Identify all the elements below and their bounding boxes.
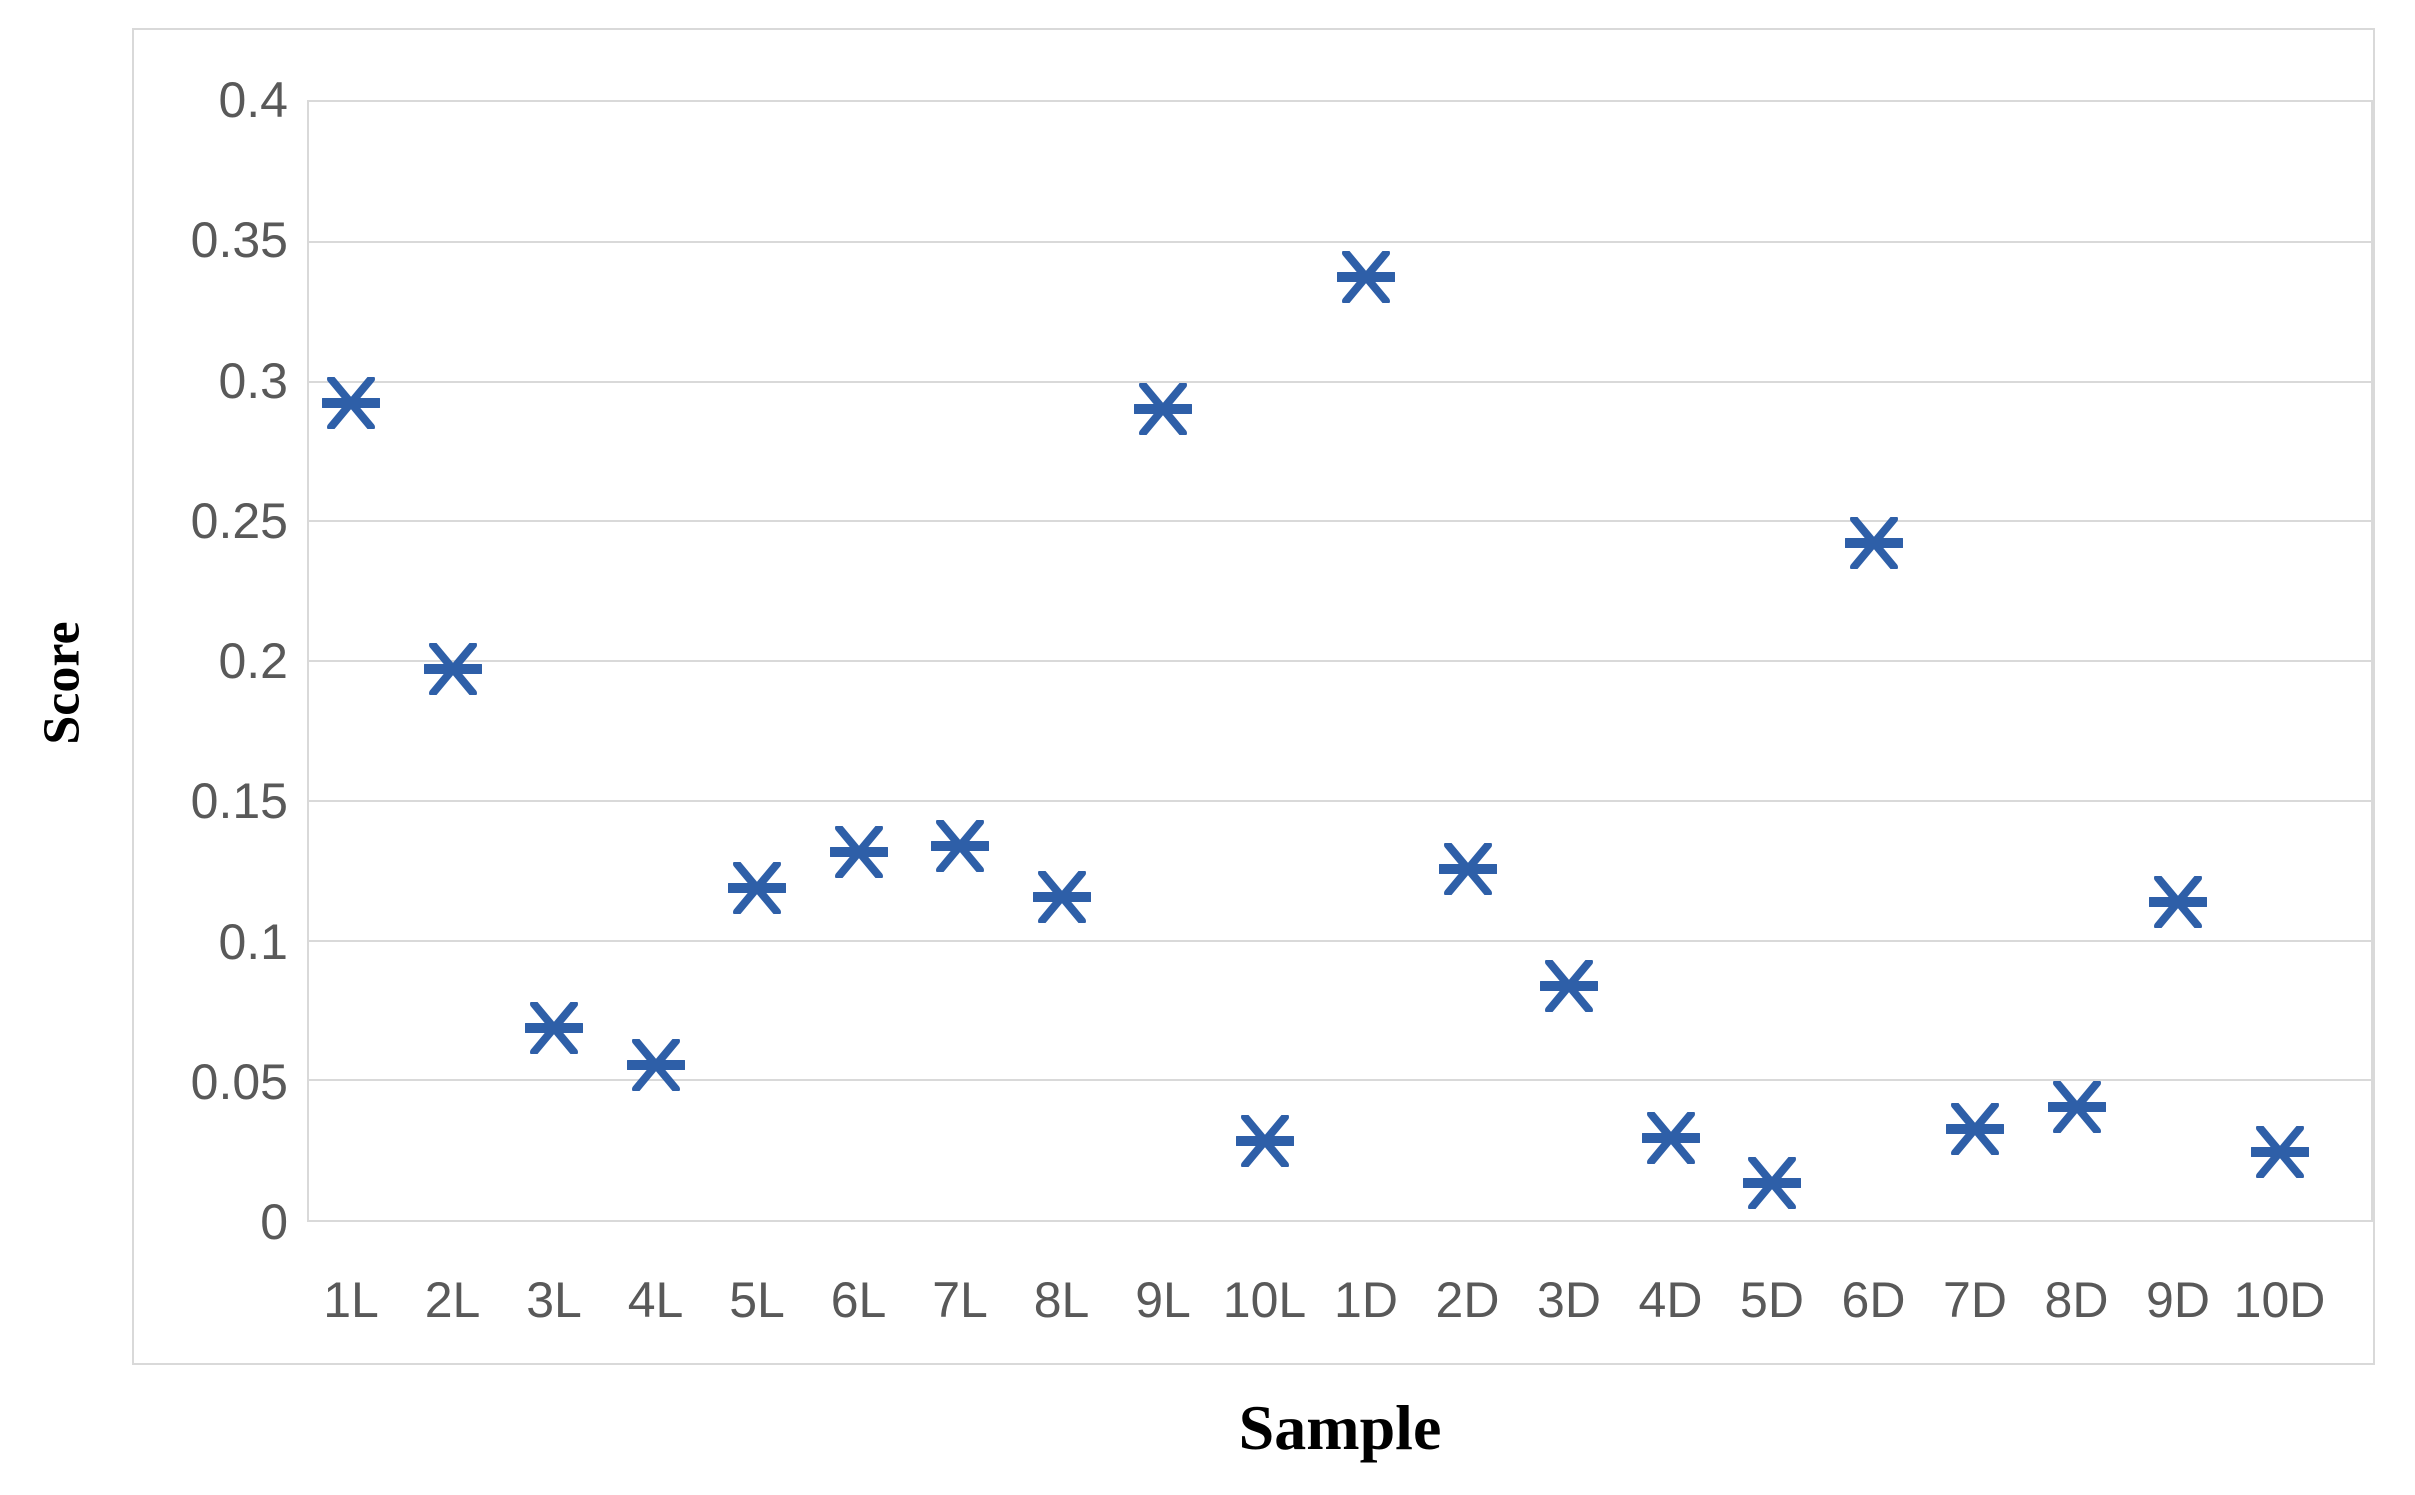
x-tick-label: 3L xyxy=(526,1272,582,1328)
data-point-2D xyxy=(1434,840,1501,897)
x-tick-label: 8L xyxy=(1033,1272,1090,1328)
y-axis-title: Score xyxy=(33,621,91,745)
x-tick-label: 5D xyxy=(1740,1272,1804,1328)
x-tick-label: 2D xyxy=(1435,1272,1500,1328)
data-point-1D xyxy=(1333,248,1399,305)
data-point-6L xyxy=(825,823,892,880)
data-point-4D xyxy=(1637,1109,1704,1166)
data-point-10L xyxy=(1231,1112,1298,1169)
y-tick-label: 0.3 xyxy=(218,352,288,409)
data-point-9L xyxy=(1130,380,1196,437)
x-tick-label: 3D xyxy=(1537,1272,1601,1328)
data-point-3L xyxy=(521,1000,587,1057)
data-point-1L xyxy=(318,374,384,431)
x-axis-title: Sample xyxy=(1238,1392,1442,1463)
x-tick-label: 10L xyxy=(1222,1272,1307,1328)
y-tick-label: 0 xyxy=(260,1194,288,1250)
data-point-5D xyxy=(1739,1154,1805,1211)
data-point-8L xyxy=(1028,868,1095,925)
x-tick-label: 1D xyxy=(1334,1272,1398,1328)
x-tick-label: 7L xyxy=(932,1272,988,1328)
y-tick-label: 0.05 xyxy=(190,1053,288,1110)
x-tick-label: 1L xyxy=(323,1272,379,1328)
data-point-6D xyxy=(1840,515,1907,572)
gridline xyxy=(309,660,2371,662)
gridline xyxy=(309,520,2371,523)
x-tick-label: 4L xyxy=(627,1272,684,1328)
y-tick-label: 0.15 xyxy=(190,773,288,830)
x-tick-label: 4D xyxy=(1638,1272,1703,1328)
data-point-2L xyxy=(419,641,486,698)
y-tick-label: 0.2 xyxy=(218,633,288,689)
x-tick-label: 10D xyxy=(2233,1272,2326,1328)
x-tick-label: 6L xyxy=(830,1272,887,1328)
data-point-9D xyxy=(2145,874,2211,931)
y-tick-label: 0.1 xyxy=(218,913,288,970)
gridline xyxy=(309,1079,2371,1082)
gridline xyxy=(309,240,2371,243)
data-point-10D xyxy=(2246,1123,2313,1180)
x-tick-label: 9D xyxy=(2146,1272,2210,1328)
x-tick-label: 6D xyxy=(1841,1272,1906,1328)
data-point-5L xyxy=(724,860,790,917)
x-tick-label: 9L xyxy=(1135,1272,1191,1328)
gridline xyxy=(309,380,2371,383)
x-tick-label: 7D xyxy=(1943,1272,2007,1328)
data-point-7D xyxy=(1942,1101,2008,1158)
plot-area xyxy=(307,100,2373,1222)
x-tick-label: 5L xyxy=(729,1272,785,1328)
data-point-3D xyxy=(1536,958,1602,1015)
y-tick-label: 0.35 xyxy=(190,212,288,269)
gridline xyxy=(309,799,2371,802)
data-point-8D xyxy=(2043,1078,2110,1135)
y-tick-label: 0.25 xyxy=(190,492,288,549)
gridline xyxy=(309,939,2371,942)
data-point-4L xyxy=(622,1036,689,1093)
data-point-7L xyxy=(927,818,993,875)
y-tick-label: 0.4 xyxy=(218,72,288,128)
x-tick-label: 8D xyxy=(2044,1272,2109,1328)
x-tick-label: 2L xyxy=(424,1272,481,1328)
